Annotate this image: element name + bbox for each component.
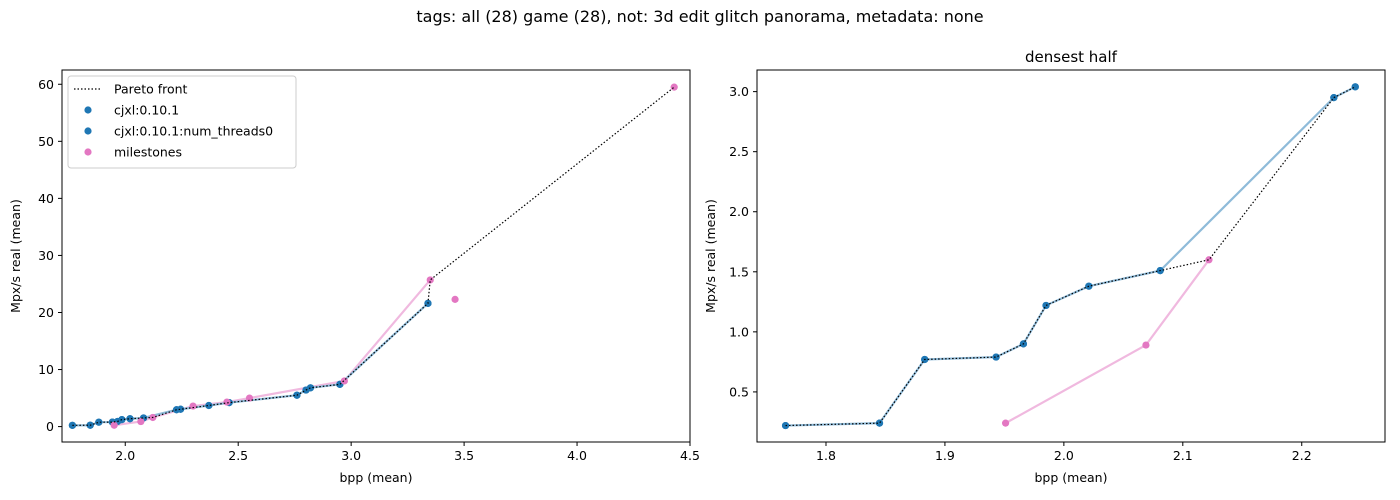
panel-1-x-tick-label-1: 2.5 <box>228 448 248 463</box>
panel-2-point-milestones-1 <box>1142 341 1150 349</box>
legend-swatch-cjxl-0-10-1-num-threads0 <box>84 127 92 135</box>
panel-2-y-tick-label-4: 2.5 <box>729 144 749 159</box>
panel-1-y-tick-label-0: 0 <box>46 419 54 434</box>
panel-1-point-milestones-3 <box>189 402 197 410</box>
panel-2-x-tick-label-2: 2.0 <box>1054 448 1074 463</box>
panel-1-point-milestones-5 <box>245 394 254 402</box>
panel-1-x-tick-label-3: 3.5 <box>454 448 474 463</box>
panel-2-milestones-line <box>1005 259 1210 425</box>
panel-1-x-axis-label: bpp (mean) <box>340 470 413 485</box>
panel-1-point-milestones-1 <box>137 417 145 426</box>
panel-1-axes-frame <box>61 69 691 443</box>
panel-1-y-tick-label-3: 30 <box>38 248 54 263</box>
panel-2-y-tick-label-3: 2.0 <box>729 204 749 219</box>
panel-1-point-cjxl-0-10-1-num-threads0-2 <box>95 418 103 426</box>
panel-1-point-cjxl-0-10-1-num-threads0-10 <box>205 401 213 410</box>
panel-1-point-cjxl-0-10-1-num-threads0-14 <box>306 384 315 392</box>
panel-2-pareto-front-line <box>785 86 1356 427</box>
legend-box <box>67 75 297 169</box>
panel-2-point-milestones-2 <box>1205 256 1213 264</box>
panel-1-point-milestones-9 <box>670 83 678 91</box>
panel-1-cjxl-line <box>72 302 429 427</box>
panel-2-point-cjxl-0-10-1-num-threads0-3 <box>992 353 1000 361</box>
legend-label-cjxl-0-10-1-num-threads0: cjxl:0.10.1:num_threads0 <box>114 124 273 139</box>
panel-2-x-axis-label: bpp (mean) <box>1035 470 1108 485</box>
panel-2-x-tick-label-3: 2.1 <box>1173 448 1193 463</box>
legend-label-pareto-front: Pareto front <box>114 82 188 97</box>
panel-2-point-cjxl-0-10-1-num-threads0-5 <box>1042 301 1050 310</box>
panel-2-title: densest half <box>1025 48 1118 66</box>
panel-2-y-axis-label: Mpx/s real (mean) <box>703 199 718 313</box>
panel-1-y-tick-label-4: 40 <box>38 191 54 206</box>
panel-2-point-milestones-0 <box>1001 419 1010 427</box>
panel-1-point-milestones-8 <box>451 295 459 303</box>
panel-1-milestones-line <box>114 279 432 427</box>
panel-1-legend: Pareto front cjxl:0.10.1 cjxl:0.10.1:num_t… <box>67 75 297 169</box>
panel-2-axes-frame <box>756 69 1386 443</box>
panel-1-x-tick-label-2: 3.0 <box>341 448 361 463</box>
panel-1-point-milestones-6 <box>340 377 348 385</box>
panel-2-y-tick-label-1: 1.0 <box>729 324 749 339</box>
panel-1-y-tick-label-1: 10 <box>38 362 54 377</box>
panel-2-x-tick-label-1: 1.9 <box>935 448 955 463</box>
panel-1-point-milestones-4 <box>223 398 231 406</box>
figure-title: tags: all (28) game (28), not: 3d edit g… <box>416 7 984 26</box>
panel-1-point-cjxl-0-10-1-num-threads0-9 <box>176 405 185 413</box>
panel-1-y-axis-label: Mpx/s real (mean) <box>8 199 23 313</box>
panel-2-point-cjxl-0-10-1-num-threads0-9 <box>1351 83 1359 91</box>
panel-1-y-tick-label-5: 50 <box>38 134 54 149</box>
panel-2-x-tick-label-4: 2.2 <box>1292 448 1312 463</box>
panel-1-y-tick-label-6: 60 <box>38 77 54 92</box>
panel-1-y-tick-label-2: 20 <box>38 305 54 320</box>
panel-2-cjxl-line <box>785 85 1356 427</box>
legend-label-cjxl-0-10-1: cjxl:0.10.1 <box>114 103 179 118</box>
panel-1-x-tick-label-5: 4.5 <box>680 448 700 463</box>
legend-label-milestones: milestones <box>114 145 182 160</box>
panel-2-x-tick-label-0: 1.8 <box>816 448 836 463</box>
panel-2-y-tick-label-0: 0.5 <box>729 384 749 399</box>
legend-swatch-milestones <box>84 148 92 156</box>
panel-2-point-cjxl-0-10-1-num-threads0-1 <box>875 419 884 427</box>
panel-1-point-milestones-0 <box>110 421 118 429</box>
panel-2-y-tick-label-5: 3.0 <box>729 84 749 99</box>
legend-swatch-cjxl-0-10-1 <box>84 106 92 114</box>
panel-1-point-cjxl-0-10-1-num-threads0-6 <box>126 415 134 423</box>
panel-1-x-tick-label-0: 2.0 <box>115 448 135 463</box>
panel-1-point-milestones-7 <box>426 276 434 284</box>
panel-1-x-tick-label-4: 4.0 <box>567 448 587 463</box>
panel-2-y-tick-label-2: 1.5 <box>729 264 749 279</box>
